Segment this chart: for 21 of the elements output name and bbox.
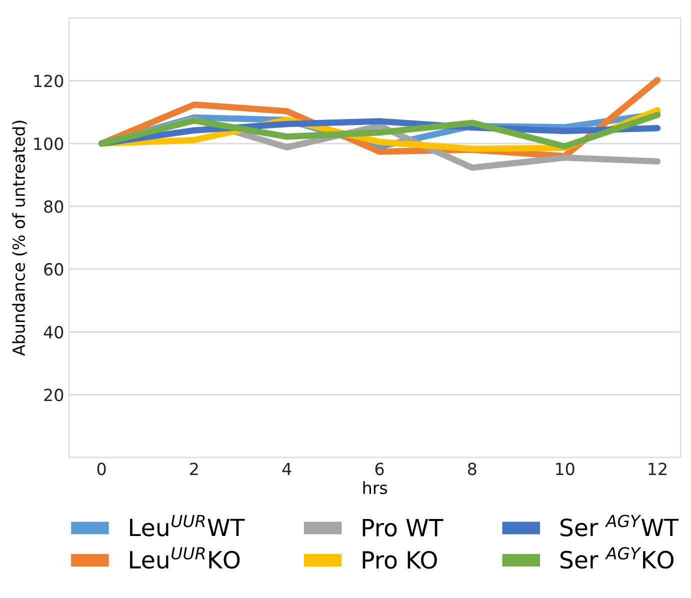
- y-tick-label: 40: [44, 326, 64, 338]
- x-axis-title: hrs: [363, 481, 388, 494]
- y-tick-label: 120: [34, 74, 64, 88]
- legend-label: Leu$^{UUR}$WT: [130, 514, 245, 536]
- y-axis-title: Abundance (% of untreated): [12, 120, 27, 356]
- y-tick-label: 20: [44, 388, 64, 402]
- y-tick-label: 80: [44, 200, 64, 213]
- x-tick-label: 0: [97, 462, 106, 476]
- x-tick-label: 8: [468, 462, 476, 476]
- legend-label: Leu$^{UUR}$KO: [130, 547, 240, 569]
- legend-label: Ser $^{AGY}$WT: [560, 514, 679, 536]
- legend-label: Ser $^{AGY}$KO: [560, 547, 674, 569]
- x-tick-label: 2: [190, 462, 198, 475]
- legend-label: Pro WT: [362, 519, 444, 537]
- y-tick-label: 100: [34, 137, 64, 150]
- legend-label: Pro KO: [362, 550, 437, 569]
- y-tick-label: 60: [44, 263, 64, 276]
- x-tick-label: 10: [556, 462, 574, 476]
- x-tick-label: 6: [375, 462, 384, 476]
- x-tick-label: 12: [648, 462, 666, 475]
- x-tick-label: 4: [282, 462, 292, 475]
